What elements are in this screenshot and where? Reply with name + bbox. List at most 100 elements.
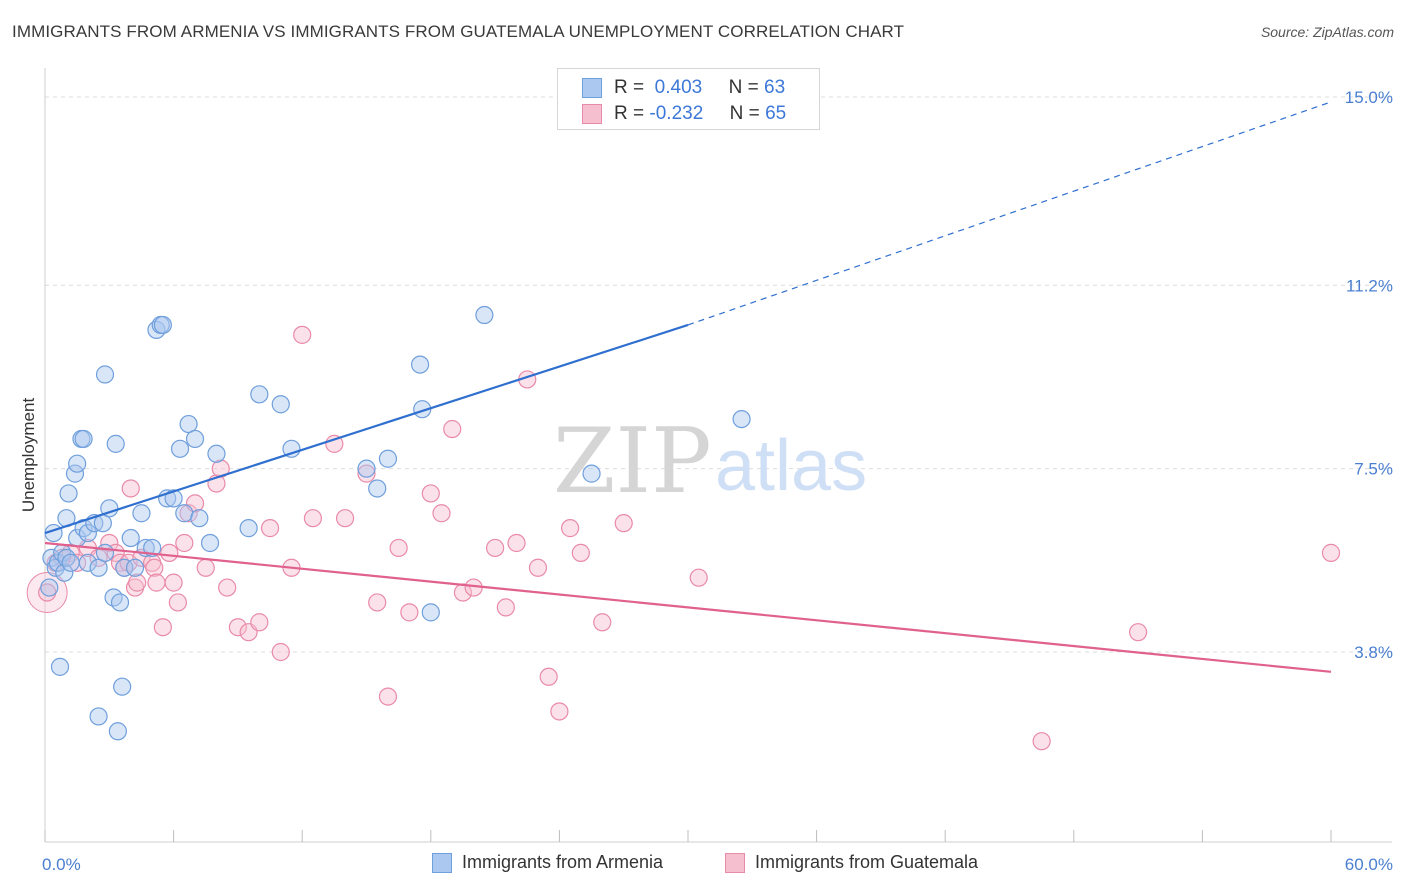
guatemala-point xyxy=(179,504,198,523)
guatemala-point xyxy=(550,702,569,721)
guatemala-n-value: 65 xyxy=(765,103,787,124)
guatemala-point xyxy=(1032,732,1051,751)
armenia-swatch xyxy=(582,78,602,98)
y-axis-label: Unemployment xyxy=(19,398,38,513)
armenia-point xyxy=(185,429,205,449)
guatemala-point xyxy=(1128,623,1148,642)
armenia-point xyxy=(106,434,125,453)
trendlines xyxy=(44,101,1332,673)
legend-item-guatemala[interactable]: Immigrants from Guatemala xyxy=(725,852,978,873)
guatemala-point xyxy=(378,687,398,706)
guatemala-point xyxy=(271,642,290,662)
armenia-point xyxy=(582,464,601,483)
guatemala-point xyxy=(293,325,312,344)
guatemala-point xyxy=(196,558,215,577)
guatemala-point xyxy=(250,613,269,632)
armenia-point xyxy=(95,365,115,384)
armenia-point xyxy=(475,305,494,325)
guatemala-point xyxy=(593,613,612,632)
stats-row-guatemala: R = -0.232 N = 65 xyxy=(582,103,786,125)
guatemala-point xyxy=(145,558,164,577)
armenia-r-value: 0.403 xyxy=(654,77,703,98)
armenia-point xyxy=(108,722,127,741)
armenia-n-label: N = xyxy=(728,77,759,98)
armenia-point xyxy=(121,528,140,548)
armenia-point xyxy=(48,553,67,572)
armenia-legend-swatch xyxy=(432,852,452,873)
guatemala-points xyxy=(26,325,1341,751)
guatemala-legend-label: Immigrants from Guatemala xyxy=(755,852,979,872)
armenia-point xyxy=(200,533,220,553)
y-tick-label: 7.5% xyxy=(1354,460,1393,479)
armenia-point xyxy=(732,409,751,429)
guatemala-point xyxy=(168,593,187,612)
armenia-n-value: 63 xyxy=(764,77,786,98)
armenia-point xyxy=(421,603,440,622)
guatemala-point xyxy=(164,573,183,592)
guatemala-point xyxy=(486,538,505,558)
source-label: Source: ZipAtlas.com xyxy=(1260,24,1394,40)
armenia-point xyxy=(282,439,301,458)
guatemala-point xyxy=(443,419,462,439)
guatemala-point xyxy=(368,593,387,612)
armenia-point xyxy=(153,315,172,335)
stats-legend: R = 0.403 N = 63 R = -0.232 N = 65 xyxy=(557,68,820,130)
armenia-point xyxy=(78,523,97,543)
watermark-zip: ZIP xyxy=(553,409,712,514)
guatemala-point xyxy=(153,618,172,637)
guatemala-point xyxy=(400,603,419,622)
guatemala-point xyxy=(128,573,147,592)
guatemala-point xyxy=(147,573,166,592)
armenia-point xyxy=(175,504,194,523)
armenia-r-label: R = xyxy=(614,77,645,98)
guatemala-point xyxy=(121,479,140,498)
guatemala-trendline xyxy=(44,541,1332,673)
guatemala-point xyxy=(1321,543,1341,562)
armenia-trendline xyxy=(44,323,689,535)
y-tick-label: 15.0% xyxy=(1345,88,1393,107)
guatemala-point xyxy=(614,514,633,533)
x-tick-label: 60.0% xyxy=(1345,855,1393,874)
legend-item-armenia[interactable]: Immigrants from Armenia xyxy=(432,852,663,873)
armenia-point xyxy=(410,355,430,374)
armenia-point xyxy=(40,578,59,597)
armenia-point xyxy=(190,509,209,528)
guatemala-point xyxy=(539,667,558,686)
armenia-point xyxy=(59,484,78,503)
guatemala-point xyxy=(571,543,590,562)
armenia-point xyxy=(78,553,97,572)
guatemala-point xyxy=(335,509,355,528)
guatemala-point xyxy=(303,509,323,528)
armenia-point xyxy=(50,657,70,676)
armenia-point xyxy=(110,593,130,612)
armenia-point xyxy=(378,449,398,468)
armenia-point xyxy=(368,479,387,498)
armenia-point xyxy=(357,459,376,478)
guatemala-n-label: N = xyxy=(729,103,760,124)
armenia-point xyxy=(55,563,74,582)
armenia-point xyxy=(95,543,115,562)
guatemala-point xyxy=(100,533,119,553)
armenia-point xyxy=(115,558,134,577)
guatemala-point xyxy=(561,519,580,538)
guatemala-point xyxy=(389,538,408,558)
guatemala-point xyxy=(68,553,87,572)
armenia-point xyxy=(68,454,87,473)
guatemala-legend-swatch xyxy=(725,852,745,873)
chart-title: IMMIGRANTS FROM ARMENIA VS IMMIGRANTS FR… xyxy=(12,22,905,41)
guatemala-point xyxy=(496,598,515,617)
guatemala-point xyxy=(357,464,376,483)
armenia-points xyxy=(40,305,751,741)
y-tick-label: 3.8% xyxy=(1354,643,1393,662)
guatemala-point xyxy=(260,519,280,538)
armenia-point xyxy=(271,395,290,414)
guatemala-point xyxy=(421,484,440,503)
watermark-atlas: atlas xyxy=(715,426,867,506)
guatemala-point xyxy=(218,578,237,597)
tick-labels: 3.8% 7.5% 11.2% 15.0% 0.0% 60.0% xyxy=(42,88,1393,874)
y-tick-label: 11.2% xyxy=(1346,276,1393,295)
armenia-legend-label: Immigrants from Armenia xyxy=(462,852,664,872)
guatemala-point xyxy=(432,504,451,523)
guatemala-r-label: R = xyxy=(614,103,645,124)
axes xyxy=(44,68,1392,843)
